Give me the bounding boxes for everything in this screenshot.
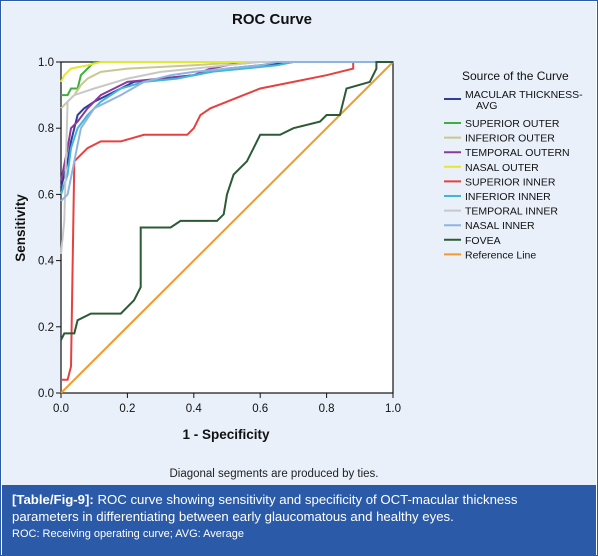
legend-label-inferior-inner: INFERIOR INNER [465, 191, 551, 203]
x-tick-label: 0.6 [252, 403, 268, 415]
legend-label-nasal-inner: NASAL INNER [465, 220, 535, 232]
series-line-inferior-inner [60, 61, 393, 195]
figure-caption: [Table/Fig-9]: ROC curve showing sensiti… [2, 485, 596, 555]
series-line-temporal-outern [60, 61, 393, 182]
y-tick-label: 0.8 [38, 123, 54, 135]
caption-text-1: ROC curve showing sensitivity and specif… [93, 492, 518, 507]
legend-label-inferior-outer: INFERIOR OUTER [465, 133, 555, 145]
series-line-nasal-inner [60, 61, 393, 202]
y-tick-label: 0.4 [38, 256, 55, 268]
legend-title: Source of the Curve [462, 69, 569, 83]
chart-footnote: Diagonal segments are produced by ties. [169, 468, 378, 480]
series-line-superior-inner [61, 61, 393, 381]
axes-layer: 0.0 0.2 0.4 0.6 0.8 1.0 0.0 0.2 0.4 0.6 0.8 1.0 [38, 57, 401, 415]
legend-label-superior-inner: SUPERIOR INNER [465, 176, 556, 188]
y-axis-label: Sensitivity [13, 194, 28, 262]
series-line-fovea [60, 61, 393, 341]
caption-label: [Table/Fig-9]: [12, 492, 94, 507]
y-tick-label: 0.0 [38, 388, 54, 400]
legend-label-reference-line: Reference Line [465, 249, 536, 261]
y-tick-label: 0.2 [38, 322, 54, 334]
roc-chart: ROC Curve 0.0 0.2 0.4 0.6 0.8 1.0 0.0 0.2 0.4 0.6… [13, 11, 583, 480]
x-tick-label: 1.0 [385, 403, 401, 415]
legend-label-nasal-outer: NASAL OUTER [465, 162, 539, 174]
legend-label-temporal-inner: TEMPORAL INNER [465, 206, 558, 218]
series-line-temporal-inner [60, 61, 393, 255]
series-layer [60, 61, 394, 394]
x-axis-label: 1 - Specificity [182, 427, 270, 442]
caption-note: ROC: Receiving operating curve; AVG: Ave… [12, 528, 244, 540]
legend-label-fovea: FOVEA [465, 235, 501, 247]
y-tick-label: 0.6 [38, 189, 54, 201]
series-line-nasal-outer [60, 61, 393, 83]
y-tick-label: 1.0 [38, 57, 54, 69]
chart-area: ROC Curve 0.0 0.2 0.4 0.6 0.8 1.0 0.0 0.2 0.4 0.6… [2, 2, 596, 485]
legend-label-macular-thickness-avg: MACULAR THICKNESS-AVG [465, 89, 583, 112]
legend-label-superior-outer: SUPERIOR OUTER [465, 118, 560, 130]
caption-line-2: parameters in differentiating between ea… [12, 509, 454, 524]
caption-line-1: [Table/Fig-9]: ROC curve showing sensiti… [12, 491, 588, 508]
x-tick-label: 0.8 [319, 403, 335, 415]
x-tick-label: 0.0 [53, 403, 69, 415]
legend-label-temporal-outern: TEMPORAL OUTERN [465, 147, 570, 159]
series-line-reference-line [60, 61, 394, 394]
legend: Source of the Curve MACULAR THICKNESS-AV… [444, 69, 583, 261]
chart-title: ROC Curve [232, 11, 312, 28]
x-tick-label: 0.2 [119, 403, 135, 415]
x-tick-label: 0.4 [186, 403, 203, 415]
